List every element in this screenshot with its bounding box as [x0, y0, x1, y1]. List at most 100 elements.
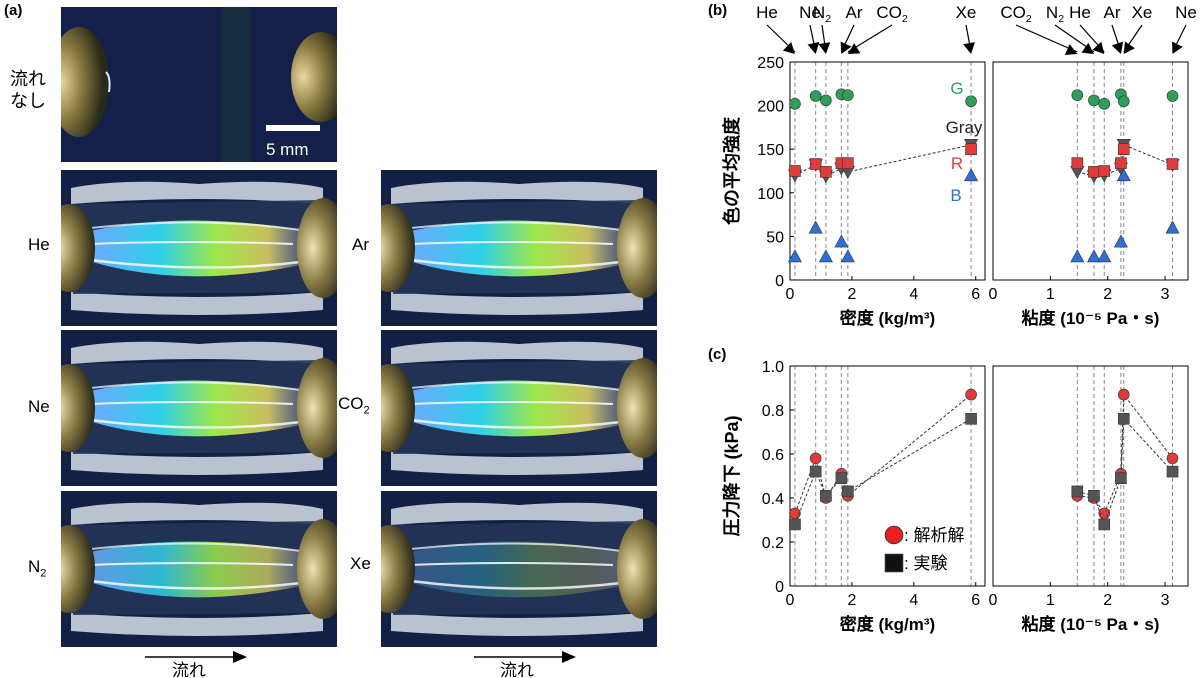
- point-G: [965, 95, 977, 108]
- gas-top-label: CO2: [876, 3, 908, 25]
- series-line-実験: [1077, 417, 1173, 526]
- photo-no-flow: 5 mm: [61, 7, 337, 162]
- point-B: [1113, 234, 1128, 248]
- x-tick-label: 4: [909, 592, 918, 609]
- point-B: [1165, 220, 1180, 234]
- point-解析解: [809, 452, 822, 465]
- y-tick-label: 0.2: [762, 535, 784, 552]
- point-B: [1097, 249, 1112, 263]
- point-実験: [1098, 518, 1111, 531]
- gas-label-n2: N2: [28, 557, 47, 580]
- x-axis-label: 粘度 (10⁻⁵ Pa・s): [1022, 308, 1160, 328]
- point-R: [842, 157, 854, 169]
- gas-pointer-arrowhead: [818, 42, 831, 54]
- photo-xe: [381, 491, 657, 647]
- legend-marker: [884, 553, 904, 573]
- y-tick-label: 0: [775, 273, 784, 290]
- x-tick-label: 1: [1046, 592, 1055, 609]
- series-label-Gray: Gray: [946, 118, 983, 137]
- gas-pointer-arrowhead: [1111, 41, 1124, 54]
- photo-n2: [61, 491, 337, 647]
- gas-label-xe: Xe: [350, 554, 371, 573]
- x-tick-label: 3: [1161, 286, 1170, 303]
- series-line-実験: [794, 418, 972, 525]
- plot-frame: [789, 365, 986, 587]
- point-G: [1166, 90, 1179, 102]
- plot-frame: [992, 61, 1189, 281]
- plot-frame: [992, 365, 1189, 587]
- point-G: [789, 98, 801, 110]
- gas-pointer-arrowhead: [1172, 41, 1183, 54]
- x-tick-label: 0: [786, 592, 795, 609]
- point-実験: [1117, 412, 1130, 425]
- photo-ne: [61, 330, 337, 486]
- gas-label-ar: Ar: [352, 235, 369, 254]
- point-G: [1098, 98, 1111, 110]
- y-tick-label: 1.0: [762, 359, 784, 376]
- point-B: [840, 249, 855, 263]
- no-flow-label: 流れ なし: [10, 68, 46, 112]
- point-実験: [1166, 465, 1179, 478]
- flow-label-left: 流れ: [172, 661, 206, 678]
- point-R: [809, 158, 822, 170]
- x-axis-label: 密度 (kg/m³): [840, 308, 935, 328]
- x-tick-label: 2: [1103, 286, 1112, 303]
- point-実験: [1071, 485, 1084, 498]
- no-flow-label-line2: なし: [10, 91, 46, 111]
- x-axis-label: 粘度 (10⁻⁵ Pa・s): [1022, 614, 1160, 634]
- series-line-Gray: [1077, 144, 1173, 177]
- point-B: [808, 220, 823, 234]
- point-R: [820, 166, 832, 178]
- panel-c-label: (c): [708, 346, 727, 363]
- x-tick-label: 0: [786, 286, 795, 303]
- gas-pointer-arrowhead: [1092, 41, 1105, 54]
- series-label-B: B: [950, 186, 961, 205]
- y-axis-label: 圧力降下 (kPa): [721, 415, 742, 536]
- point-R: [1166, 158, 1179, 170]
- gas-top-label: Xe: [956, 3, 977, 22]
- x-tick-label: 4: [909, 286, 918, 303]
- point-R: [1071, 157, 1084, 169]
- point-B: [1086, 249, 1101, 263]
- photo-he: [61, 170, 337, 326]
- flow-label-right: 流れ: [500, 661, 534, 678]
- series-label-G: G: [950, 79, 963, 98]
- flow-arrow-right: [474, 650, 576, 663]
- photo-co2: [381, 330, 657, 486]
- chart-b-viscosity: 0 1 2 3粘度 (10⁻⁵ Pa・s): [989, 24, 1189, 328]
- gas-pointer-arrowhead: [1064, 44, 1078, 56]
- point-実験: [842, 485, 854, 498]
- x-tick-label: 2: [847, 286, 856, 303]
- point-B: [787, 249, 802, 263]
- point-実験: [789, 518, 801, 531]
- gas-top-label: He: [1069, 3, 1091, 22]
- y-tick-label: 50: [766, 229, 784, 246]
- photo-ar: [381, 170, 657, 326]
- point-G: [820, 94, 832, 107]
- gas-top-label: Xe: [1132, 3, 1153, 22]
- gas-label-he: He: [28, 235, 50, 254]
- point-G: [1088, 94, 1100, 107]
- point-B: [964, 168, 979, 182]
- gas-pointer-arrowhead: [782, 42, 795, 54]
- chart-b-density: 0 2 4 6 0 50 100 150 200 250 密度 (kg/m³) 色の平均強度 G Gray…: [721, 24, 986, 328]
- point-B: [1070, 249, 1085, 263]
- gas-top-label: CO2: [1000, 3, 1032, 25]
- point-G: [842, 89, 854, 101]
- point-実験: [1088, 489, 1100, 502]
- point-B: [834, 234, 849, 248]
- series-label-R: R: [951, 154, 963, 173]
- point-実験: [965, 412, 977, 425]
- point-B: [1116, 168, 1131, 182]
- gas-pointer-arrowhead: [1081, 42, 1094, 54]
- point-R: [965, 143, 977, 155]
- gas-pointer-arrowhead: [807, 41, 820, 54]
- gas-top-label: N2: [813, 3, 831, 25]
- panel-b-label: (b): [708, 2, 728, 19]
- point-R: [1117, 143, 1130, 155]
- point-G: [1071, 89, 1084, 101]
- x-tick-label: 0: [989, 592, 998, 609]
- flow-arrow-left: [145, 650, 247, 663]
- no-flow-label-line1: 流れ: [10, 69, 46, 89]
